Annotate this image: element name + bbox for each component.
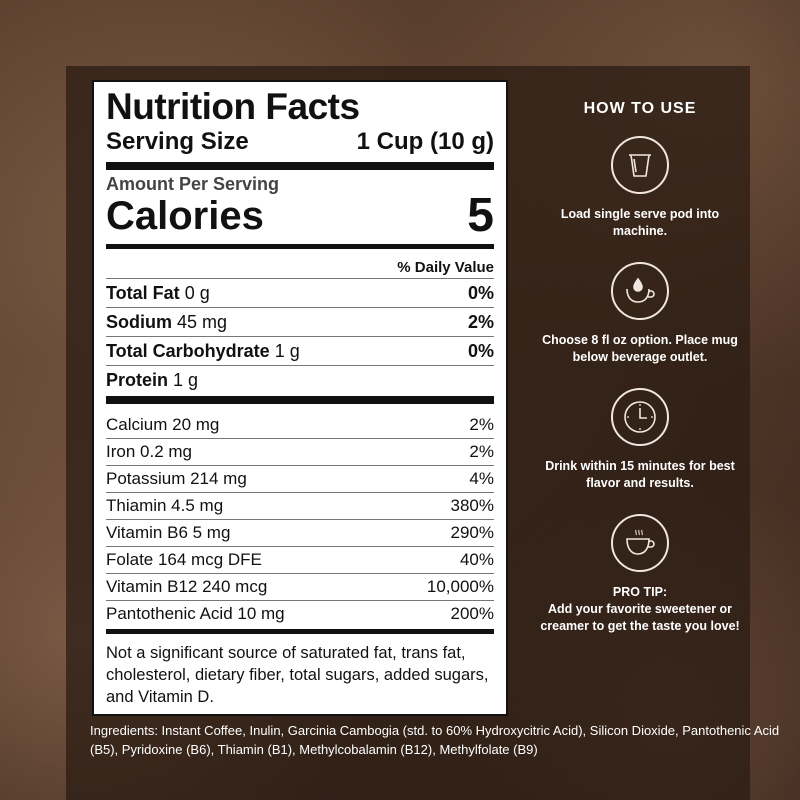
vitamin-row: Folate 164 mcg DFE 40%	[106, 547, 494, 574]
clock-icon	[611, 388, 669, 446]
step: Load single serve pod into machine.	[540, 136, 740, 240]
nutrient-row: Total Fat 0 g 0%	[106, 279, 494, 308]
macro-list: Total Fat 0 g 0% Sodium 45 mg 2% Total Car…	[106, 279, 494, 394]
vitamin-row: Vitamin B6 5 mg 290%	[106, 520, 494, 547]
step: Drink within 15 minutes for best flavor …	[540, 388, 740, 492]
coffee-pod-icon	[611, 136, 669, 194]
how-to-use-title: HOW TO USE	[583, 100, 697, 117]
divider	[106, 162, 494, 170]
footnote: Not a significant source of saturated fa…	[106, 644, 489, 706]
vitamin-list: Calcium 20 mg 2% Iron 0.2 mg 2% Potassium …	[106, 404, 494, 627]
amount-per-serving: Amount Per Serving	[106, 174, 280, 194]
how-to-use: HOW TO USE Load single serve pod into ma…	[540, 100, 740, 657]
ingredients: Ingredients: Instant Coffee, Inulin, Gar…	[90, 723, 780, 757]
nutrient-row: Total Carbohydrate 1 g 0%	[106, 337, 494, 366]
vitamin-row: Iron 0.2 mg 2%	[106, 439, 494, 466]
hot-cup-icon	[611, 514, 669, 572]
vitamin-row: Potassium 214 mg 4%	[106, 466, 494, 493]
calories: Calories 5	[106, 189, 494, 242]
vitamin-row: Pantothenic Acid 10 mg 200%	[106, 604, 494, 623]
divider	[106, 244, 494, 249]
step: PRO TIP: Add your favorite sweetener or …	[540, 514, 740, 635]
mug-drop-icon	[611, 262, 669, 320]
vitamin-row: Calcium 20 mg 2%	[106, 412, 494, 439]
nutrient-row: Sodium 45 mg 2%	[106, 308, 494, 337]
vitamin-row: Vitamin B12 240 mcg 10,000%	[106, 574, 494, 601]
serving-size: Serving Size 1 Cup (10 g)	[106, 128, 494, 155]
step: Choose 8 fl oz option. Place mug below b…	[540, 262, 740, 366]
divider	[106, 629, 494, 634]
label-title: Nutrition Facts	[106, 86, 360, 127]
nutrition-facts-label: Nutrition Facts Serving Size 1 Cup (10 g…	[92, 80, 508, 716]
divider	[106, 396, 494, 404]
daily-value-header: % Daily Value	[106, 253, 494, 279]
nutrient-row: Protein 1 g	[106, 370, 199, 390]
vitamin-row: Thiamin 4.5 mg 380%	[106, 493, 494, 520]
